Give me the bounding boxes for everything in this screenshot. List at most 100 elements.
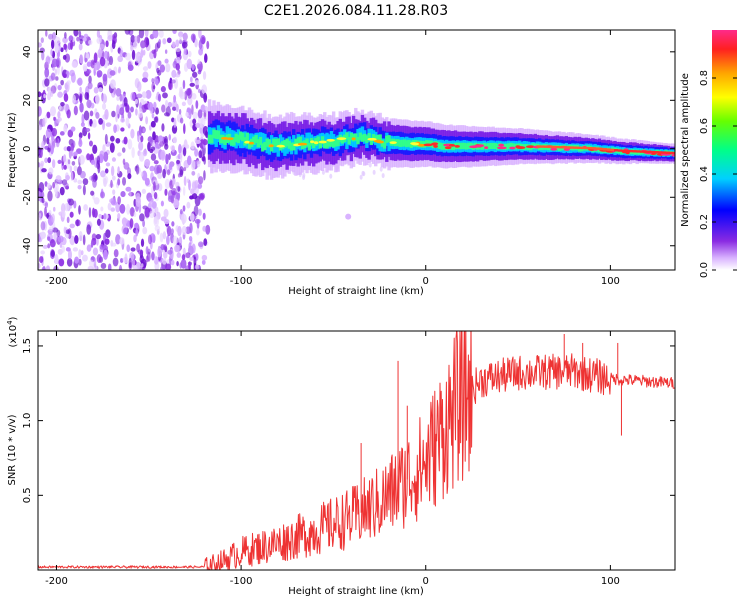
spectrogram-noise-dot xyxy=(124,253,128,262)
spectrogram-core-cell xyxy=(566,146,571,149)
spectrogram-noise-dot xyxy=(41,168,47,173)
spectrogram-noise-dot xyxy=(92,144,98,155)
spectrogram-noise-dot xyxy=(71,160,76,166)
spectrogram-noise-dot xyxy=(98,117,103,125)
spectrogram-noise-dot xyxy=(64,31,67,39)
snr-marks xyxy=(38,331,675,570)
spectrogram-ylabel: Frequency (Hz) xyxy=(7,112,18,188)
spectrogram-noise-dot xyxy=(96,30,101,39)
spectrogram-noise-dot xyxy=(197,109,203,119)
spectrogram-noise-dot xyxy=(95,112,100,119)
spectrogram-ridge-cell xyxy=(318,133,323,148)
spectrogram-noise-dot xyxy=(182,79,186,90)
spectrogram-noise-dot xyxy=(179,151,183,163)
spectrogram-noise-dot xyxy=(109,142,115,153)
spectrogram-noise-dot xyxy=(129,218,134,229)
spectrogram-noise-dot xyxy=(165,263,172,270)
spectrogram-noise-dot xyxy=(44,202,49,208)
spectrogram-ridge-cell xyxy=(278,134,283,150)
spectrogram-noise-dot xyxy=(155,107,159,115)
spectrogram-noise-dot xyxy=(133,265,138,270)
spectrogram-noise-dot xyxy=(41,197,45,204)
spectrogram-noise-dot xyxy=(135,164,140,175)
spectrogram-noise-dot xyxy=(140,263,144,268)
spectrogram-marks xyxy=(38,30,675,270)
spectrogram-noise-dot xyxy=(147,61,152,69)
spectrogram-noise-dot xyxy=(110,79,116,89)
spectrogram-noise-dot xyxy=(165,153,169,165)
spectrogram-noise-dot xyxy=(161,123,165,132)
spectrogram-noise-dot xyxy=(147,136,153,143)
spectrogram-noise-dot xyxy=(47,190,53,202)
spectrogram-noise-dot xyxy=(57,91,63,98)
spectrogram-core-cell xyxy=(628,149,633,153)
spectrogram-noise-dot xyxy=(79,54,84,64)
spectrogram-noise-dot xyxy=(144,207,151,218)
spectrogram-noise-dot xyxy=(162,168,166,179)
spectrogram-noise-dot xyxy=(198,208,202,217)
spectrogram-noise-dot xyxy=(173,117,177,129)
spectrogram-hot-spot xyxy=(550,147,558,151)
spectrogram-noise-dot xyxy=(188,235,193,242)
spectrogram-noise-dot xyxy=(69,69,75,77)
spectrogram-noise-dot xyxy=(154,206,159,214)
colorbar-tick-label: 0.2 xyxy=(699,214,710,230)
spectrogram-noise-dot xyxy=(73,151,78,156)
spectrogram-ridge-cell xyxy=(336,138,340,147)
spectrogram-core-cell xyxy=(636,150,641,153)
spectrogram-noise-dot xyxy=(82,254,88,262)
spectrogram-noise-dot xyxy=(199,194,205,201)
spectrogram-noise-dot xyxy=(157,93,162,102)
spectrogram-noise-dot xyxy=(100,206,104,212)
spectrogram-noise-dot xyxy=(166,225,172,237)
spectrogram-noise-dot xyxy=(83,110,90,121)
spectrogram-noise-dot xyxy=(149,210,155,219)
spectrogram-noise-dot xyxy=(182,248,186,254)
spectrogram-noise-dot xyxy=(55,76,59,81)
spectrogram-noise-dot xyxy=(69,223,75,229)
spectrogram-noise-dot xyxy=(96,218,101,226)
chart-title: C2E1.2026.084.11.28.R03 xyxy=(264,3,448,19)
spectrogram-faint-dot xyxy=(372,169,376,175)
spectrogram-noise-dot xyxy=(96,155,101,165)
spectrogram-noise-dot xyxy=(137,131,140,143)
spectrogram-ridge-cell xyxy=(347,136,351,145)
spectrogram-noise-dot xyxy=(187,87,193,99)
spectrogram-noise-dot xyxy=(83,65,88,72)
spectrogram-noise-dot xyxy=(50,106,56,117)
spectrogram-noise-dot xyxy=(142,49,146,56)
colorbar-ticks: 0.0 0.2 0.4 0.6 0.8 xyxy=(699,70,737,278)
spectrogram-noise-dot xyxy=(153,160,159,165)
spectrogram-noise-dot xyxy=(138,141,144,151)
spectrogram-noise-dot xyxy=(138,125,142,136)
spectrogram-noise-dot xyxy=(151,78,155,83)
spectrogram-ridge-cell xyxy=(283,140,287,156)
spectrogram-noise-dot xyxy=(138,30,145,39)
spectrogram-noise-dot xyxy=(202,212,206,220)
spectrogram-noise-dot xyxy=(125,52,131,61)
spectrogram-noise-dot xyxy=(170,228,174,235)
spectrogram-noise-dot xyxy=(174,73,181,78)
spectrogram-hot-spot xyxy=(454,144,460,148)
spectrogram-noise-dot xyxy=(180,258,187,269)
spectrogram-noise-dot xyxy=(111,40,116,50)
spectrogram-ridge-cell xyxy=(371,134,376,142)
spectrogram-noise-dot xyxy=(42,244,48,249)
spectrogram-noise-dot xyxy=(48,226,54,232)
spectrogram-ridge-cell xyxy=(464,143,469,150)
spectrogram-ridge-cell xyxy=(358,132,362,140)
spectrogram-ridge-cell xyxy=(258,136,263,146)
spectrogram-noise-dot xyxy=(79,38,83,45)
spectrogram-noise-dot xyxy=(181,254,186,261)
spectrogram-ridge-cell xyxy=(252,136,256,145)
spectrogram-noise-dot xyxy=(77,77,83,86)
spectrogram-noise-dot xyxy=(191,170,196,176)
spectrogram-noise-dot xyxy=(50,90,54,98)
spectrogram-noise-dot xyxy=(93,52,98,63)
spectrogram-noise-dot xyxy=(129,206,135,217)
spectrogram-noise-dot xyxy=(134,52,141,63)
spectrogram-ridge-cell xyxy=(385,135,389,143)
spectrogram-noise-dot xyxy=(160,149,166,161)
spectrogram-noise-dot xyxy=(157,69,162,76)
spectrogram-ridge-cell xyxy=(482,142,487,150)
